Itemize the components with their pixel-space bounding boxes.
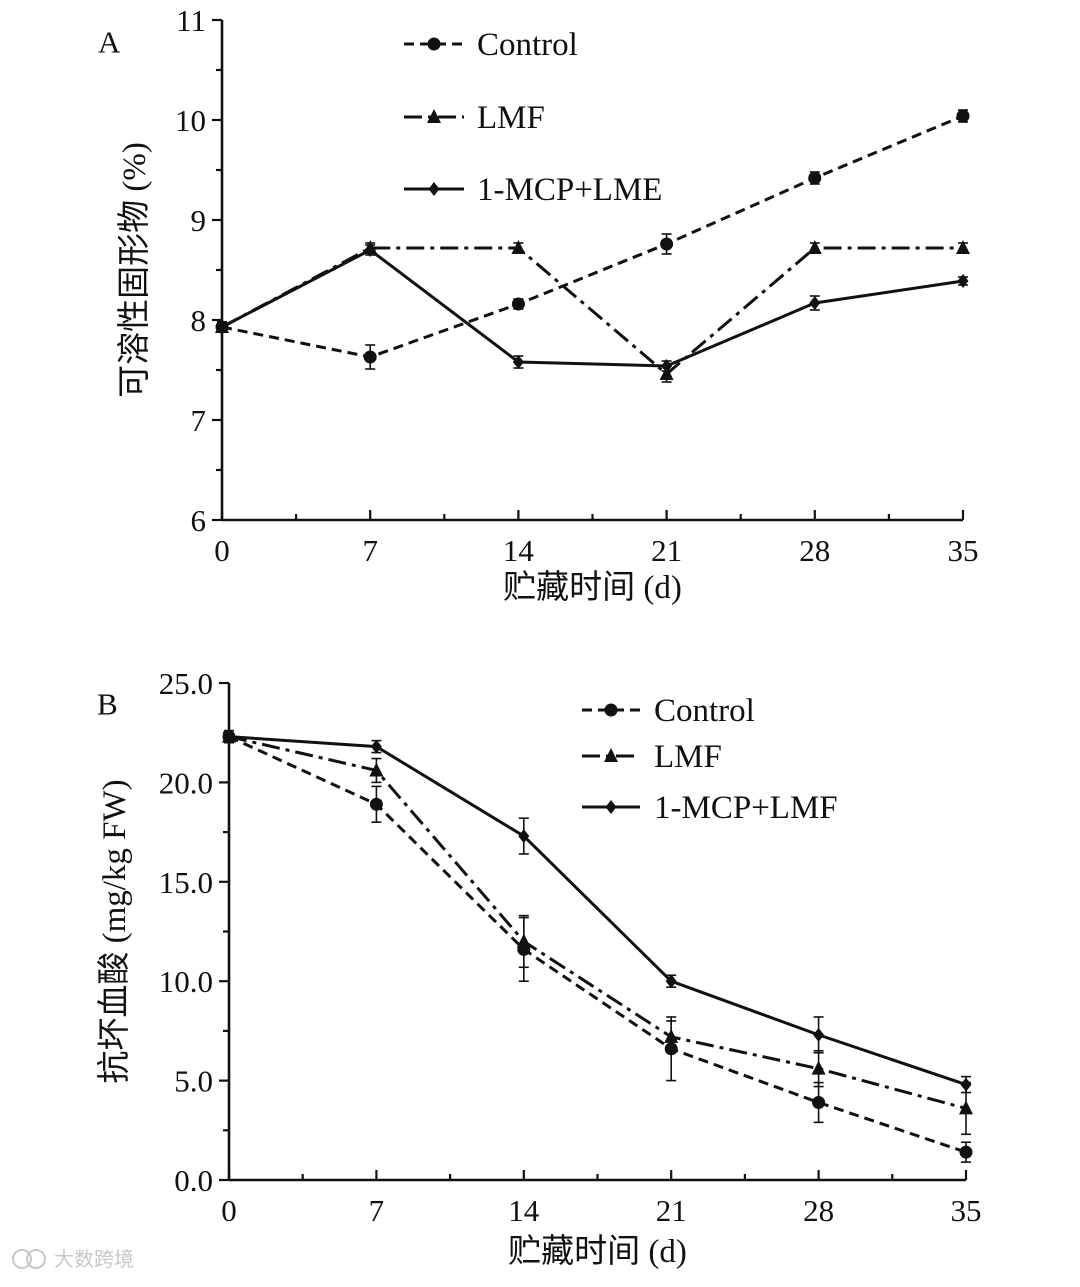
- data-point: [812, 1095, 826, 1109]
- x-tick-label: 21: [651, 533, 682, 568]
- chart-panel-a: 6 7 8 9 10 11 0 7 14 21 28 35 贮藏时间 (d) 可溶性固形物 (%) A Con…: [98, 3, 979, 606]
- data-point: [809, 296, 821, 310]
- legend-label: Control: [654, 693, 755, 729]
- x-tick-label: 7: [362, 533, 378, 568]
- data-point: [512, 355, 524, 369]
- data-point: [511, 240, 526, 254]
- series-line: [221, 114, 964, 359]
- data-point: [364, 243, 376, 257]
- x-tick-label: 28: [799, 533, 830, 568]
- x-axis-label: 贮藏时间 (d): [508, 1233, 687, 1270]
- y-tick-label: 15.0: [159, 865, 213, 900]
- watermark-icon: [26, 1249, 46, 1269]
- series-line: [228, 735, 967, 1110]
- data-point: [369, 762, 384, 777]
- series-1-mcp-lme: [216, 243, 969, 373]
- data-point: [664, 1028, 679, 1043]
- series-line: [228, 735, 967, 1154]
- data-point: [665, 974, 677, 989]
- y-tick-label: 5.0: [174, 1064, 213, 1099]
- data-point: [661, 359, 673, 373]
- legend-marker: [604, 703, 618, 717]
- x-tick-label: 14: [503, 533, 535, 568]
- y-tick-label: 25.0: [159, 666, 213, 701]
- legend-marker: [427, 109, 441, 123]
- data-point: [511, 297, 525, 311]
- x-tick-label: 0: [214, 533, 230, 568]
- data-point: [956, 240, 970, 254]
- y-tick-label: 8: [191, 303, 207, 338]
- y-tick-label: 11: [176, 3, 206, 38]
- data-point: [660, 237, 674, 251]
- x-axis-label: 贮藏时间 (d): [503, 569, 682, 606]
- legend-marker: [604, 748, 618, 762]
- data-point: [363, 350, 377, 364]
- data-point: [369, 797, 383, 811]
- y-tick-label: 6: [191, 503, 207, 538]
- series-lmf: [222, 728, 973, 1136]
- legend-marker: [428, 182, 440, 196]
- y-tick-label: 20.0: [159, 765, 213, 800]
- data-point: [960, 1077, 972, 1092]
- x-tick-label: 35: [948, 533, 979, 568]
- x-tick-label: 35: [951, 1193, 982, 1228]
- legend-marker: [427, 37, 441, 51]
- legend-marker: [605, 800, 617, 814]
- series-1-mcp-lmf: [223, 729, 972, 1094]
- series-line: [221, 248, 964, 368]
- panel-label: A: [98, 24, 121, 59]
- data-point: [956, 109, 970, 123]
- x-tick-label: 28: [803, 1193, 834, 1228]
- chart-panel-b: 0.0 5.0 10.0 15.0 20.0 25.0 0 7 14 21 28 35 贮藏时间 (d)…: [96, 666, 982, 1270]
- x-tick-label: 21: [656, 1193, 687, 1228]
- y-tick-label: 7: [191, 403, 207, 438]
- legend-label: 1-MCP+LMF: [654, 790, 838, 826]
- watermark: 大数跨境: [12, 1247, 134, 1271]
- y-tick-label: 9: [191, 203, 207, 238]
- data-point: [808, 171, 822, 185]
- y-tick-label: 0.0: [174, 1163, 213, 1198]
- y-tick-label: 10.0: [159, 964, 213, 999]
- data-point: [959, 1100, 973, 1115]
- legend: Control LMF 1-MCP+LMF: [582, 693, 838, 826]
- panel-label: B: [97, 686, 118, 721]
- series-line: [228, 735, 967, 1086]
- x-tick-label: 7: [369, 1193, 385, 1228]
- y-axis-label: 可溶性固形物 (%): [116, 142, 153, 398]
- legend-label: Control: [477, 27, 578, 63]
- y-axis-label: 抗坏血酸 (mg/kg FW): [96, 779, 133, 1083]
- series-control: [215, 109, 970, 370]
- data-point: [518, 829, 530, 844]
- data-point: [516, 933, 531, 948]
- x-tick-label: 14: [508, 1193, 540, 1228]
- x-tick-label: 0: [221, 1193, 237, 1228]
- watermark-icon: [12, 1249, 32, 1269]
- legend-label: LMF: [477, 100, 545, 136]
- data-point: [811, 1060, 826, 1075]
- series-line: [221, 246, 963, 376]
- data-point: [216, 320, 228, 334]
- data-point: [807, 240, 822, 254]
- data-point: [813, 1027, 825, 1042]
- series-control: [222, 729, 973, 1163]
- data-point: [957, 274, 969, 288]
- data-point: [370, 739, 382, 754]
- legend-label: LMF: [654, 739, 722, 775]
- legend-label: 1-MCP+LME: [477, 172, 662, 208]
- data-point: [223, 729, 235, 744]
- data-point: [959, 1145, 973, 1159]
- series-lmf: [215, 240, 970, 383]
- watermark-label: 大数跨境: [54, 1247, 134, 1271]
- y-tick-label: 10: [175, 103, 206, 138]
- legend: Control LMF 1-MCP+LME: [404, 27, 662, 208]
